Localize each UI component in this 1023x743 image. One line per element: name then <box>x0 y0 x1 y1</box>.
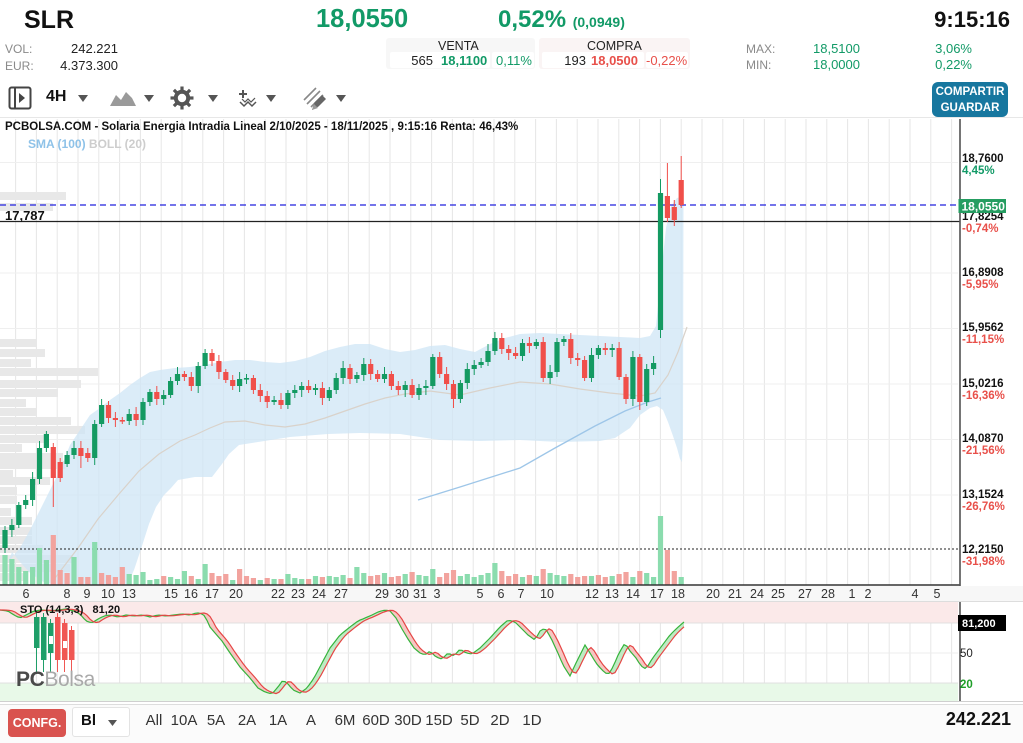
svg-text:8: 8 <box>64 587 71 601</box>
svg-text:15,9562: 15,9562 <box>962 322 1004 334</box>
svg-text:12: 12 <box>585 587 599 601</box>
svg-text:-11,15%: -11,15% <box>962 334 1004 346</box>
svg-text:29: 29 <box>375 587 389 601</box>
svg-text:-5,95%: -5,95% <box>962 279 998 291</box>
svg-text:-26,76%: -26,76% <box>962 501 1005 513</box>
svg-text:20: 20 <box>960 679 973 691</box>
svg-text:31: 31 <box>413 587 427 601</box>
svg-text:15,0216: 15,0216 <box>962 378 1004 390</box>
svg-text:14: 14 <box>626 587 640 601</box>
svg-text:6: 6 <box>23 587 30 601</box>
svg-text:50: 50 <box>960 648 973 660</box>
svg-text:17: 17 <box>650 587 664 601</box>
svg-text:3: 3 <box>434 587 441 601</box>
svg-text:1: 1 <box>849 587 856 601</box>
svg-text:21: 21 <box>728 587 742 601</box>
svg-text:2: 2 <box>865 587 872 601</box>
svg-text:9: 9 <box>84 587 91 601</box>
svg-text:25: 25 <box>771 587 785 601</box>
svg-text:18,7600: 18,7600 <box>962 153 1004 165</box>
svg-text:81,200: 81,200 <box>962 618 996 630</box>
svg-text:12,2150: 12,2150 <box>962 544 1004 556</box>
svg-text:24: 24 <box>750 587 764 601</box>
svg-text:15: 15 <box>164 587 178 601</box>
svg-text:10: 10 <box>540 587 554 601</box>
svg-text:20: 20 <box>229 587 243 601</box>
svg-text:5: 5 <box>934 587 941 601</box>
svg-text:13: 13 <box>605 587 619 601</box>
svg-text:17,787: 17,787 <box>5 208 45 223</box>
svg-text:24: 24 <box>312 587 326 601</box>
svg-text:27: 27 <box>334 587 348 601</box>
svg-text:17: 17 <box>205 587 219 601</box>
svg-text:30: 30 <box>395 587 409 601</box>
svg-text:13: 13 <box>122 587 136 601</box>
svg-text:-31,98%: -31,98% <box>962 556 1005 568</box>
svg-text:14,0870: 14,0870 <box>962 433 1004 445</box>
svg-text:16: 16 <box>184 587 198 601</box>
svg-text:18,0550: 18,0550 <box>962 200 1006 214</box>
svg-text:4: 4 <box>912 587 919 601</box>
svg-text:7: 7 <box>518 587 525 601</box>
svg-text:-21,56%: -21,56% <box>962 445 1005 457</box>
svg-text:17,8254: 17,8254 <box>962 211 1004 223</box>
svg-text:28: 28 <box>821 587 835 601</box>
svg-text:22: 22 <box>271 587 285 601</box>
svg-text:13,1524: 13,1524 <box>962 489 1004 501</box>
svg-text:10: 10 <box>101 587 115 601</box>
svg-text:16,8908: 16,8908 <box>962 267 1004 279</box>
svg-text:5: 5 <box>477 587 484 601</box>
svg-text:18: 18 <box>671 587 685 601</box>
svg-text:23: 23 <box>291 587 305 601</box>
svg-text:6: 6 <box>498 587 505 601</box>
svg-text:4,45%: 4,45% <box>962 165 995 177</box>
svg-text:PCBolsa: PCBolsa <box>16 668 96 691</box>
svg-text:27: 27 <box>798 587 812 601</box>
svg-text:-0,74%: -0,74% <box>962 223 998 235</box>
svg-text:-16,36%: -16,36% <box>962 390 1005 402</box>
svg-text:STO (14,3,3) 81,20: STO (14,3,3) 81,20 <box>20 604 120 616</box>
svg-text:20: 20 <box>706 587 720 601</box>
